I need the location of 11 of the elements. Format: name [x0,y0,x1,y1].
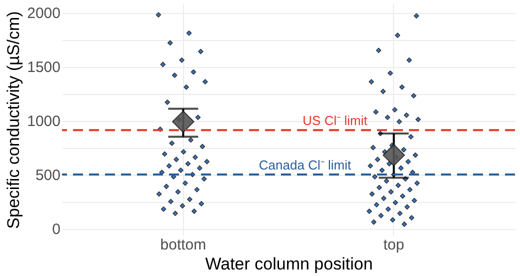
x-tick-label: top [383,236,404,254]
y-tick-label: 2000 [27,5,60,22]
y-tick-label: 500 [35,167,60,184]
ref-line-label: Canada Cl⁻ limit [258,158,352,173]
ref-line-label: US Cl⁻ limit [302,113,368,128]
x-axis-title: Water column position [205,254,373,274]
y-axis-title: Specific conductivity (µS/cm) [4,11,24,229]
y-tick-label: 1500 [27,59,60,76]
y-tick-label: 1000 [27,113,60,130]
x-tick-label: bottom [160,236,206,254]
y-tick-label: 0 [52,221,60,238]
